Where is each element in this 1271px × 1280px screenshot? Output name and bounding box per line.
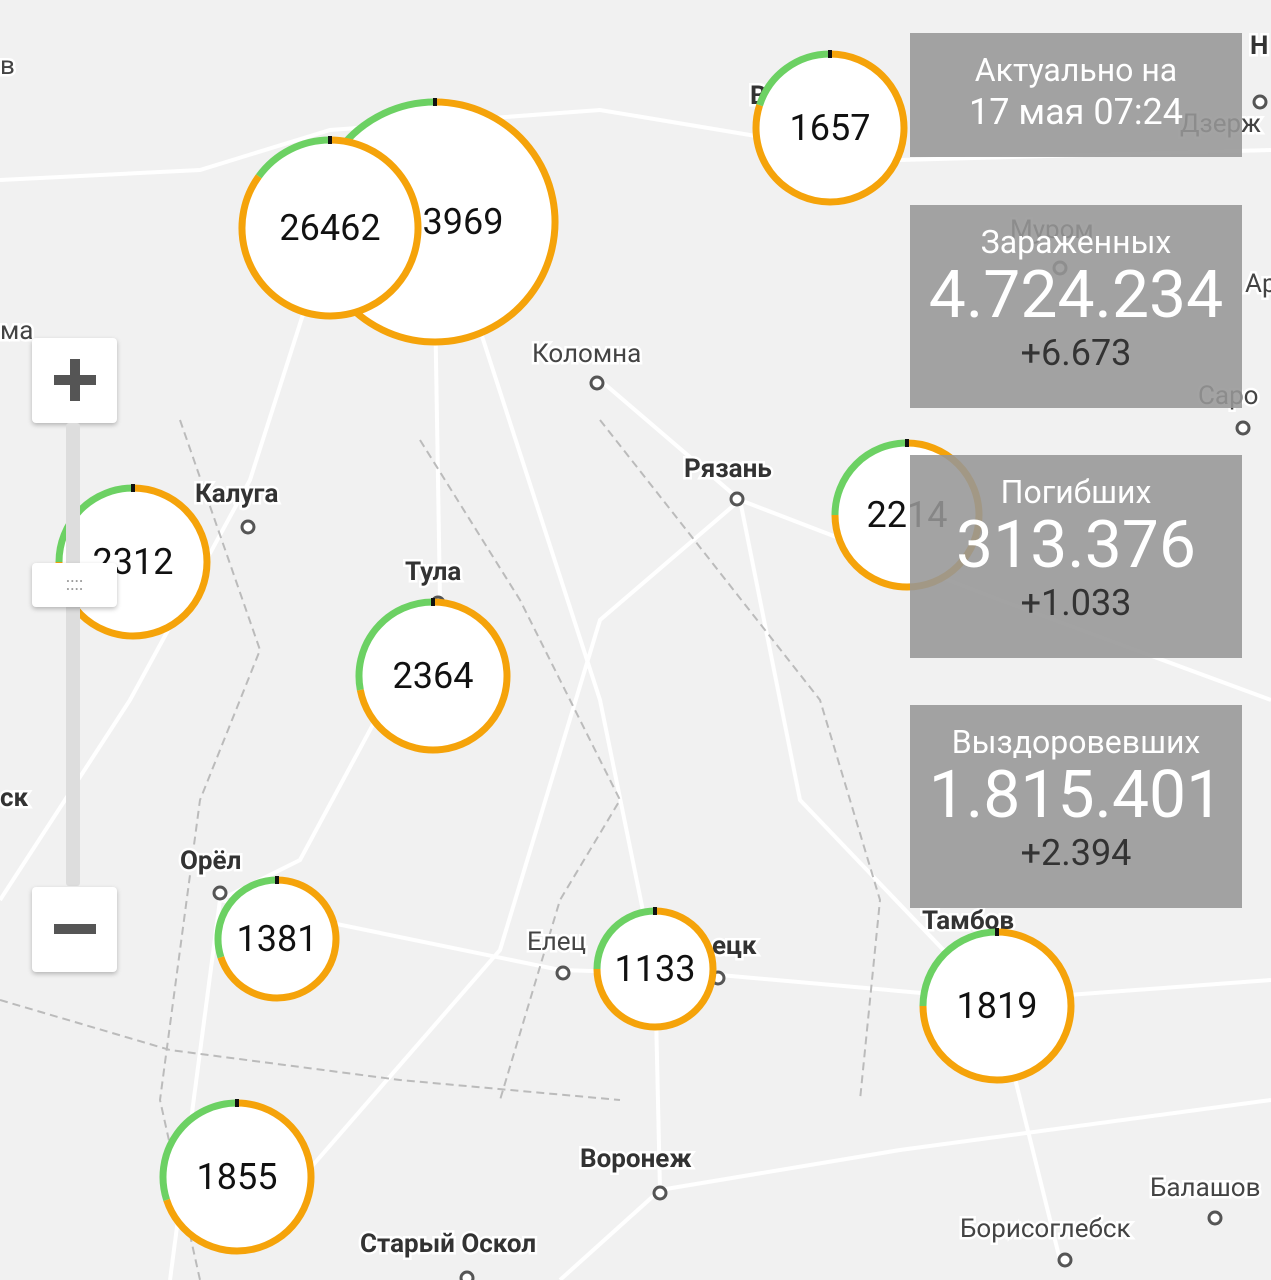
cluster-fill bbox=[218, 880, 336, 998]
stat-total: 4.724.234 bbox=[928, 257, 1224, 334]
city-label: ск bbox=[0, 783, 29, 813]
city-dot bbox=[1252, 94, 1268, 110]
plus-icon bbox=[54, 359, 96, 401]
city-dot bbox=[555, 965, 571, 981]
cluster[interactable]: 1657 bbox=[752, 50, 908, 206]
city-label: ецк bbox=[712, 931, 757, 961]
cluster-ring-green bbox=[55, 484, 134, 563]
cluster[interactable]: 1381 bbox=[214, 876, 340, 1002]
cluster-count: 1133 bbox=[615, 948, 696, 990]
cluster-ring-orange bbox=[593, 907, 717, 1031]
city-label: Коломна bbox=[532, 339, 641, 369]
cluster[interactable]: 2312 bbox=[55, 484, 211, 640]
cluster-ring-green bbox=[255, 136, 331, 179]
city-dot bbox=[652, 1185, 668, 1201]
cluster-fill bbox=[597, 911, 713, 1027]
stat-delta: +6.673 bbox=[1020, 332, 1132, 374]
cluster-count: 1855 bbox=[197, 1156, 278, 1198]
cluster-fill bbox=[756, 54, 904, 202]
city-dot bbox=[729, 491, 745, 507]
cluster-ring-green bbox=[214, 876, 278, 959]
cluster-ring-green bbox=[831, 439, 908, 516]
city-label: Старый Оскол bbox=[360, 1229, 536, 1259]
cluster-count: 3969 bbox=[423, 201, 504, 243]
cluster-ring-orange bbox=[752, 50, 908, 206]
city-dot bbox=[1235, 420, 1251, 436]
cluster-fill bbox=[923, 932, 1071, 1080]
stat-delta: +2.394 bbox=[1020, 832, 1132, 874]
cluster-fill bbox=[359, 602, 507, 750]
city-label: Тула bbox=[405, 557, 461, 587]
cluster-ring-orange bbox=[356, 598, 511, 754]
city-label: Елец bbox=[527, 927, 586, 957]
minus-icon bbox=[54, 924, 96, 934]
city-dot bbox=[1207, 1210, 1223, 1226]
updated-panel: Актуально на 17 мая 07:24 bbox=[910, 33, 1242, 157]
stat-panel: Выздоровевших 1.815.401 +2.394 bbox=[910, 705, 1242, 908]
city-label: Н bbox=[1250, 31, 1268, 61]
city-label: Ар bbox=[1245, 269, 1271, 299]
cluster[interactable]: 1855 bbox=[159, 1099, 315, 1255]
cluster[interactable]: 2364 bbox=[355, 598, 511, 754]
cluster-ring-orange bbox=[238, 136, 422, 320]
city-label: Калуга bbox=[195, 479, 278, 509]
cluster-ring-orange bbox=[163, 1099, 315, 1255]
cluster-count: 26462 bbox=[279, 207, 380, 249]
cluster-ring-orange bbox=[919, 928, 1075, 1084]
cluster-ring-green bbox=[756, 50, 831, 107]
cluster[interactable]: 26462 bbox=[238, 136, 422, 320]
city-dot bbox=[212, 885, 228, 901]
cluster[interactable]: 1819 bbox=[919, 928, 1075, 1084]
stat-panel: Зараженных 4.724.234 +6.673 bbox=[910, 205, 1242, 408]
stat-total: 313.376 bbox=[956, 507, 1196, 584]
city-label: в bbox=[0, 51, 15, 81]
city-label: ма bbox=[0, 316, 33, 346]
cluster-count: 1657 bbox=[790, 107, 871, 149]
stat-total: 1.815.401 bbox=[928, 757, 1224, 834]
city-label: Балашов bbox=[1150, 1173, 1260, 1203]
cluster-ring-green bbox=[339, 98, 436, 148]
stat-label: Погибших bbox=[1000, 473, 1152, 511]
city-dot bbox=[240, 519, 256, 535]
zoom-handle[interactable]: :::: bbox=[32, 563, 117, 607]
city-dot bbox=[1057, 1252, 1073, 1268]
cluster-ring-green bbox=[159, 1099, 238, 1201]
cluster-ring-green bbox=[919, 928, 998, 1007]
cluster-fill bbox=[242, 140, 418, 316]
stat-label: Выздоровевших bbox=[951, 723, 1201, 761]
cluster-count: 1381 bbox=[237, 918, 318, 960]
cluster-count: 1819 bbox=[957, 985, 1038, 1027]
cluster-ring-green bbox=[355, 598, 434, 691]
zoom-in-button[interactable] bbox=[32, 338, 117, 423]
city-label: Воронеж bbox=[580, 1144, 692, 1174]
cluster-ring-orange bbox=[217, 876, 340, 1002]
zoom-out-button[interactable] bbox=[32, 887, 117, 972]
city-dot bbox=[459, 1270, 475, 1280]
cluster-ring-green bbox=[593, 907, 656, 970]
cluster-fill bbox=[163, 1103, 311, 1251]
city-label: Орёл bbox=[180, 846, 241, 876]
zoom-track bbox=[66, 423, 80, 886]
stat-label: Зараженных bbox=[980, 223, 1172, 261]
updated-label: Актуально на bbox=[974, 51, 1178, 89]
updated-time: 17 мая 07:24 bbox=[968, 91, 1183, 133]
cluster-count: 2364 bbox=[393, 655, 474, 697]
city-label: Рязань bbox=[684, 454, 772, 484]
stat-delta: +1.033 bbox=[1020, 582, 1132, 624]
city-label: Борисоглебск bbox=[960, 1214, 1131, 1244]
cluster[interactable]: 1133 bbox=[593, 907, 717, 1031]
city-dot bbox=[589, 375, 605, 391]
stat-panel: Погибших 313.376 +1.033 bbox=[910, 455, 1242, 658]
